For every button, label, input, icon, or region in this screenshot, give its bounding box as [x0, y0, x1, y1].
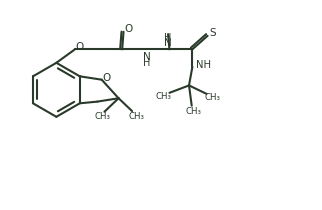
Text: S: S [209, 28, 216, 38]
Text: H: H [143, 58, 150, 68]
Text: CH₃: CH₃ [95, 112, 111, 121]
Text: N: N [143, 52, 150, 62]
Text: O: O [76, 42, 84, 52]
Text: H: H [165, 33, 172, 42]
Text: O: O [102, 73, 110, 83]
Text: CH₃: CH₃ [128, 112, 144, 121]
Text: CH₃: CH₃ [185, 107, 201, 116]
Text: O: O [124, 24, 132, 34]
Text: N: N [164, 38, 172, 48]
Text: CH₃: CH₃ [205, 93, 221, 102]
Text: NH: NH [196, 60, 212, 70]
Text: CH₃: CH₃ [155, 92, 171, 101]
